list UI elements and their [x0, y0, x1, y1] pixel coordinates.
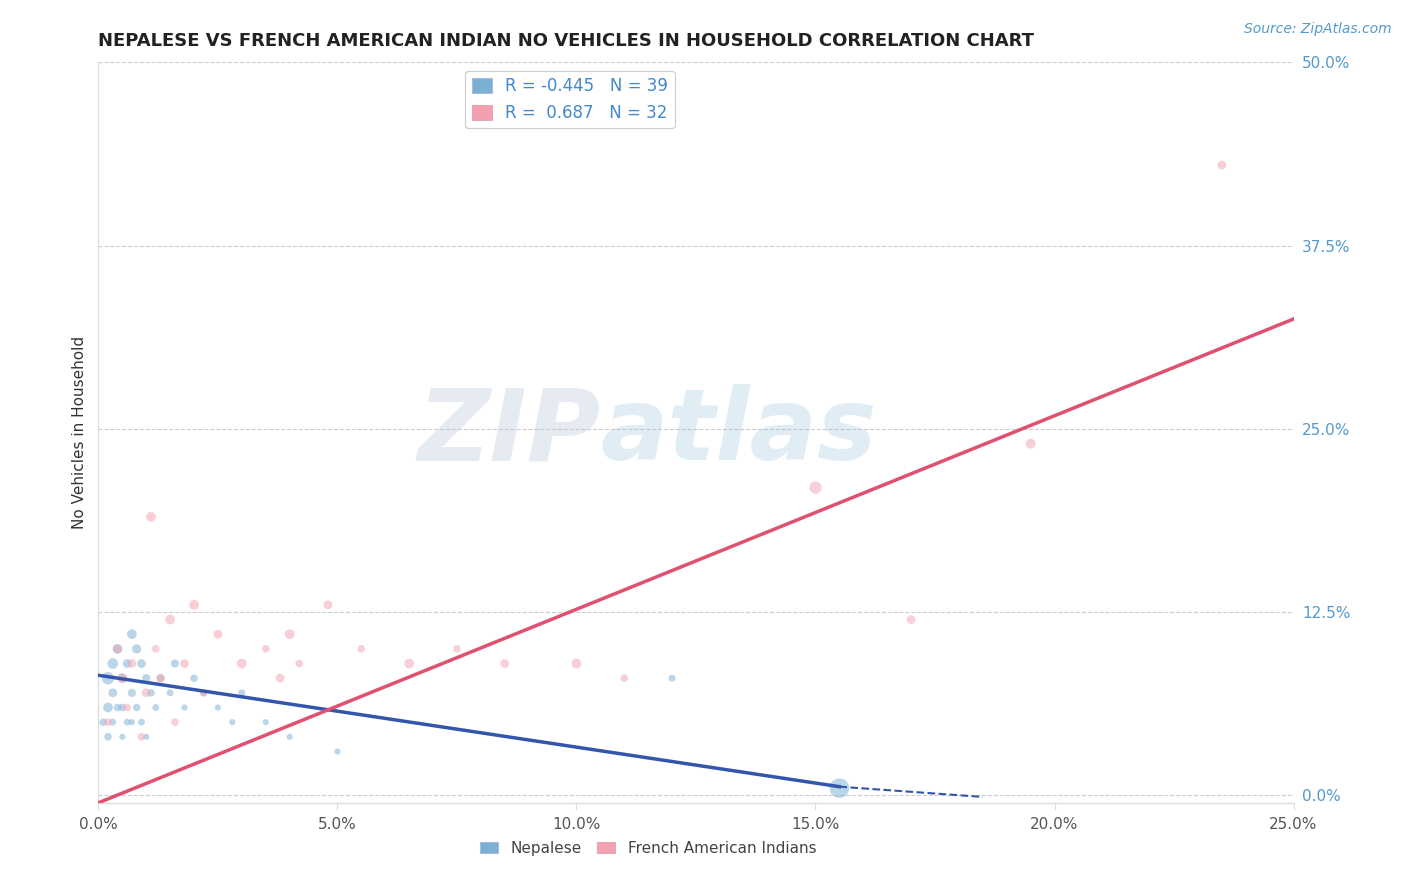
Point: [149, 671, 172, 685]
Point: [288, 657, 311, 671]
Text: NEPALESE VS FRENCH AMERICAN INDIAN NO VEHICLES IN HOUSEHOLD CORRELATION CHART: NEPALESE VS FRENCH AMERICAN INDIAN NO VE…: [98, 32, 1035, 50]
Text: ZIP: ZIP: [418, 384, 600, 481]
Point: [159, 613, 181, 627]
Point: [121, 627, 143, 641]
Point: [221, 715, 243, 730]
Point: [163, 715, 186, 730]
Point: [350, 641, 373, 656]
Point: [107, 641, 129, 656]
Point: [97, 700, 120, 714]
Point: [149, 671, 172, 685]
Text: Source: ZipAtlas.com: Source: ZipAtlas.com: [1244, 22, 1392, 37]
Point: [173, 657, 195, 671]
Point: [1211, 158, 1233, 172]
Point: [111, 671, 134, 685]
Point: [1019, 436, 1042, 450]
Point: [91, 715, 114, 730]
Point: [125, 700, 148, 714]
Point: [231, 686, 253, 700]
Legend: Nepalese, French American Indians: Nepalese, French American Indians: [474, 835, 823, 862]
Point: [494, 657, 516, 671]
Point: [254, 715, 277, 730]
Point: [145, 641, 167, 656]
Point: [97, 730, 120, 744]
Point: [163, 657, 186, 671]
Point: [135, 730, 157, 744]
Point: [183, 671, 205, 685]
Point: [183, 598, 205, 612]
Point: [139, 510, 162, 524]
Point: [804, 481, 827, 495]
Point: [97, 715, 120, 730]
Point: [207, 627, 229, 641]
Point: [121, 657, 143, 671]
Point: [111, 700, 134, 714]
Point: [101, 657, 124, 671]
Point: [278, 730, 301, 744]
Y-axis label: No Vehicles in Household: No Vehicles in Household: [72, 336, 87, 529]
Point: [115, 700, 138, 714]
Point: [326, 744, 349, 758]
Point: [107, 700, 129, 714]
Point: [828, 781, 851, 796]
Point: [565, 657, 588, 671]
Point: [115, 715, 138, 730]
Point: [900, 613, 922, 627]
Point: [159, 686, 181, 700]
Point: [101, 686, 124, 700]
Point: [115, 657, 138, 671]
Point: [193, 686, 215, 700]
Point: [97, 671, 120, 685]
Point: [231, 657, 253, 671]
Point: [613, 671, 636, 685]
Point: [207, 700, 229, 714]
Point: [193, 686, 215, 700]
Point: [139, 686, 162, 700]
Point: [101, 715, 124, 730]
Point: [121, 715, 143, 730]
Point: [121, 686, 143, 700]
Point: [269, 671, 291, 685]
Point: [446, 641, 468, 656]
Point: [131, 730, 153, 744]
Point: [131, 657, 153, 671]
Point: [111, 730, 134, 744]
Point: [661, 671, 683, 685]
Point: [107, 641, 129, 656]
Point: [145, 700, 167, 714]
Point: [254, 641, 277, 656]
Point: [173, 700, 195, 714]
Point: [316, 598, 339, 612]
Point: [278, 627, 301, 641]
Point: [135, 686, 157, 700]
Point: [131, 715, 153, 730]
Point: [135, 671, 157, 685]
Point: [125, 641, 148, 656]
Point: [398, 657, 420, 671]
Text: atlas: atlas: [600, 384, 877, 481]
Point: [111, 671, 134, 685]
